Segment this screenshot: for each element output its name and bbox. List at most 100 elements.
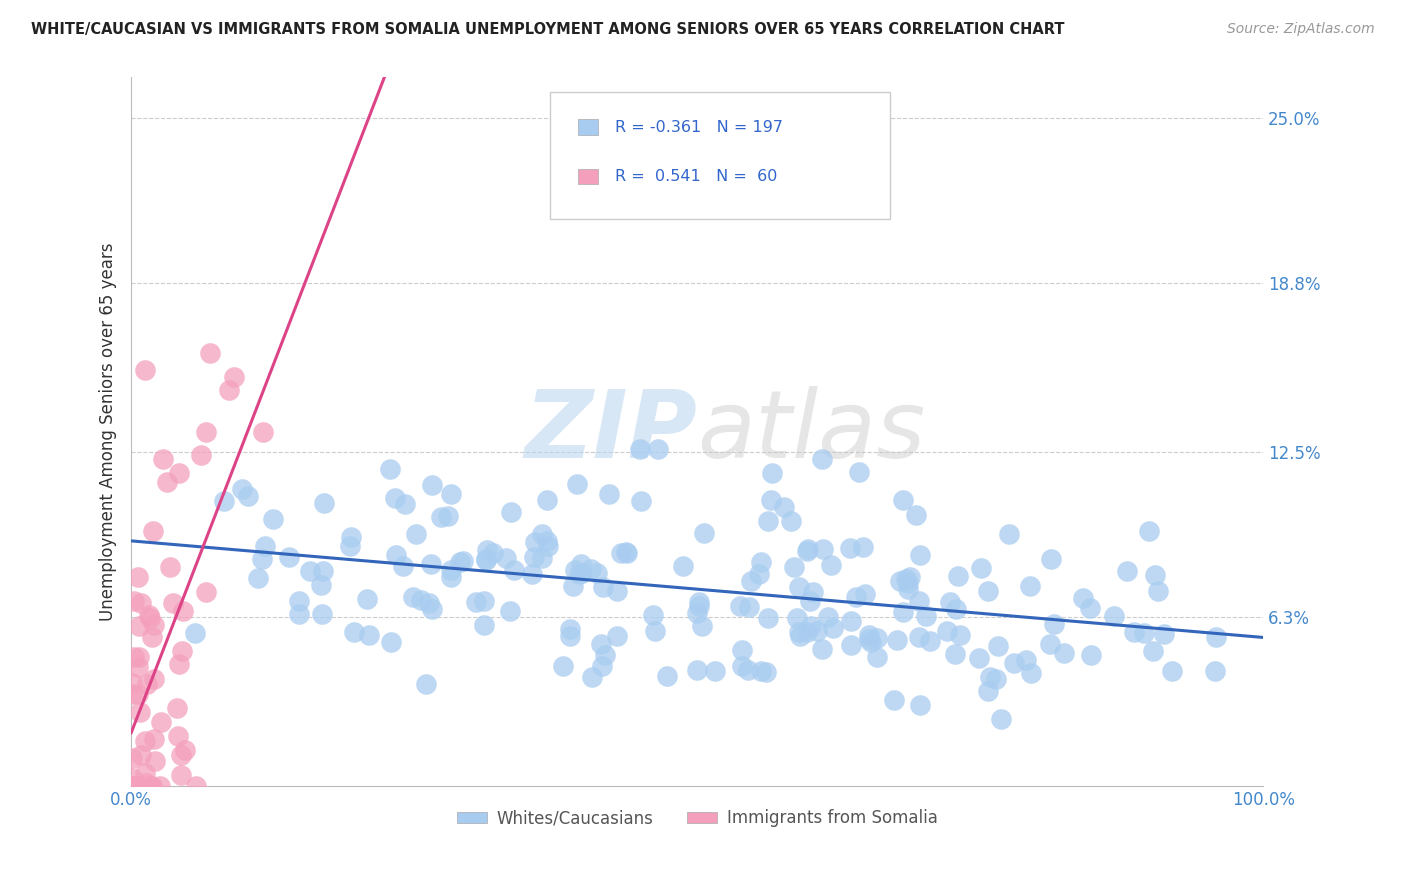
- Point: [904, 508, 927, 522]
- Point: [141, 779, 163, 793]
- Point: [647, 442, 669, 456]
- Point: [312, 564, 335, 578]
- Point: [472, 594, 495, 608]
- Point: [1040, 552, 1063, 566]
- Point: [121, 687, 143, 701]
- Point: [796, 544, 818, 558]
- Point: [897, 576, 920, 591]
- Point: [195, 425, 218, 439]
- Point: [252, 425, 274, 440]
- Point: [939, 595, 962, 609]
- Point: [136, 677, 159, 691]
- Point: [122, 779, 145, 793]
- Point: [945, 602, 967, 616]
- Point: [339, 539, 361, 553]
- Point: [167, 466, 190, 480]
- Point: [520, 566, 543, 581]
- Point: [970, 560, 993, 574]
- Point: [1019, 579, 1042, 593]
- Point: [910, 548, 932, 562]
- Point: [247, 571, 270, 585]
- Point: [167, 729, 190, 743]
- Point: [311, 578, 333, 592]
- Point: [610, 546, 633, 560]
- Point: [420, 557, 443, 571]
- Point: [384, 491, 406, 505]
- Point: [657, 669, 679, 683]
- Point: [277, 549, 299, 564]
- Point: [356, 591, 378, 606]
- Point: [380, 635, 402, 649]
- Point: [1053, 646, 1076, 660]
- Point: [254, 539, 277, 553]
- Point: [420, 478, 443, 492]
- Point: [122, 779, 145, 793]
- Point: [127, 660, 149, 674]
- Point: [976, 684, 998, 698]
- Point: [128, 649, 150, 664]
- Point: [761, 493, 783, 508]
- Point: [598, 486, 620, 500]
- Point: [803, 584, 825, 599]
- Point: [1153, 627, 1175, 641]
- Point: [731, 659, 754, 673]
- Point: [761, 466, 783, 480]
- Point: [889, 574, 911, 589]
- Point: [571, 566, 593, 581]
- Point: [749, 555, 772, 569]
- Point: [897, 582, 920, 597]
- Point: [1204, 665, 1226, 679]
- Point: [299, 565, 322, 579]
- Point: [142, 731, 165, 746]
- Point: [593, 648, 616, 662]
- Point: [127, 779, 149, 793]
- Point: [465, 595, 488, 609]
- Point: [495, 550, 517, 565]
- Point: [858, 628, 880, 642]
- Point: [1146, 583, 1168, 598]
- Point: [787, 580, 810, 594]
- Text: Source: ZipAtlas.com: Source: ZipAtlas.com: [1227, 22, 1375, 37]
- Point: [420, 601, 443, 615]
- Point: [811, 451, 834, 466]
- Point: [135, 776, 157, 790]
- Point: [886, 633, 908, 648]
- Point: [797, 541, 820, 556]
- Point: [195, 584, 218, 599]
- Point: [979, 669, 1001, 683]
- Point: [183, 626, 205, 640]
- Point: [755, 665, 778, 680]
- Point: [475, 543, 498, 558]
- Point: [499, 604, 522, 618]
- Point: [866, 631, 889, 645]
- Point: [392, 558, 415, 573]
- Point: [560, 630, 582, 644]
- Point: [839, 541, 862, 555]
- Point: [564, 564, 586, 578]
- Point: [430, 509, 453, 524]
- Point: [586, 566, 609, 581]
- Point: [756, 514, 779, 528]
- Point: [127, 687, 149, 701]
- Point: [967, 650, 990, 665]
- Point: [606, 629, 628, 643]
- Point: [800, 619, 823, 633]
- Point: [143, 673, 166, 687]
- Point: [1116, 564, 1139, 578]
- Point: [858, 632, 880, 646]
- Point: [772, 500, 794, 514]
- Point: [628, 442, 651, 456]
- Point: [141, 631, 163, 645]
- Point: [853, 587, 876, 601]
- Point: [536, 533, 558, 548]
- Point: [451, 554, 474, 568]
- Point: [170, 747, 193, 762]
- Point: [122, 779, 145, 793]
- Point: [129, 596, 152, 610]
- Point: [224, 369, 246, 384]
- Point: [644, 624, 666, 638]
- Point: [402, 590, 425, 604]
- Point: [311, 607, 333, 622]
- Point: [908, 594, 931, 608]
- Point: [693, 525, 716, 540]
